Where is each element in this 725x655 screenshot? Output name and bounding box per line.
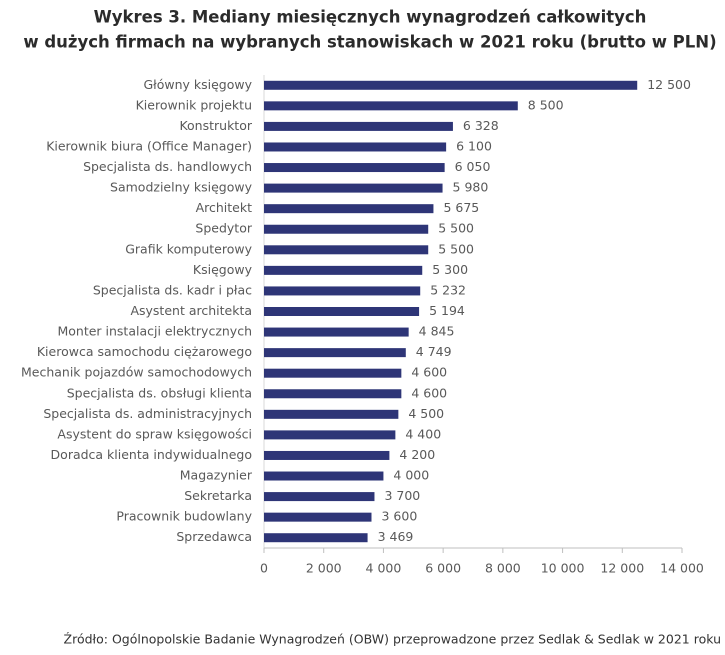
value-label: 5 675 xyxy=(443,200,479,215)
value-label: 12 500 xyxy=(647,77,691,92)
value-label: 6 328 xyxy=(463,118,499,133)
y-tick-label: Księgowy xyxy=(193,262,253,277)
y-tick-label: Doradca klienta indywidualnego xyxy=(51,447,252,462)
bar xyxy=(264,307,420,316)
bar xyxy=(264,327,409,337)
x-tick-label: 6 000 xyxy=(425,561,461,576)
bar xyxy=(264,471,384,481)
value-label: 4 749 xyxy=(416,344,452,359)
value-label: 3 469 xyxy=(378,529,414,544)
y-tick-label: Magazynier xyxy=(180,468,253,483)
bar xyxy=(264,286,421,296)
y-tick-label: Architekt xyxy=(196,200,253,215)
bar xyxy=(264,245,429,255)
value-label: 4 600 xyxy=(411,385,447,400)
y-tick-label: Specjalista ds. kadr i płac xyxy=(93,282,252,297)
bar xyxy=(264,183,443,193)
value-label: 4 400 xyxy=(405,426,441,441)
bar xyxy=(264,121,453,131)
bar xyxy=(264,348,406,358)
bar xyxy=(264,450,390,460)
y-tick-label: Pracownik budowlany xyxy=(116,509,252,524)
value-label: 3 600 xyxy=(381,509,417,524)
x-tick-label: 2 000 xyxy=(306,561,342,576)
y-tick-label: Sekretarka xyxy=(184,488,252,503)
bar xyxy=(264,512,372,522)
y-tick-label: Kierownik projektu xyxy=(136,97,252,112)
bar xyxy=(264,101,518,111)
y-tick-label: Specjalista ds. obsługi klienta xyxy=(67,385,252,400)
value-label: 5 500 xyxy=(438,221,474,236)
y-tick-label: Kierownik biura (Office Manager) xyxy=(46,138,252,153)
chart-title: Wykres 3. Mediany miesięcznych wynagrodz… xyxy=(94,8,647,27)
y-tick-label: Grafik komputerowy xyxy=(125,241,252,256)
x-tick-label: 14 000 xyxy=(660,561,704,576)
bar xyxy=(264,430,396,440)
value-label: 5 300 xyxy=(432,262,468,277)
value-label: 5 194 xyxy=(429,303,465,318)
value-label: 4 200 xyxy=(399,447,435,462)
bar xyxy=(264,389,402,399)
bar xyxy=(264,142,447,152)
value-label: 4 000 xyxy=(393,468,429,483)
y-tick-label: Samodzielny księgowy xyxy=(110,180,253,195)
bar xyxy=(264,204,434,214)
bar xyxy=(264,163,445,173)
y-tick-label: Monter instalacji elektrycznych xyxy=(57,324,252,339)
y-tick-label: Specjalista ds. handlowych xyxy=(83,159,252,174)
bar xyxy=(264,409,399,419)
x-tick-label: 0 xyxy=(260,561,268,576)
chart-title: w dużych firmach na wybranych stanowiska… xyxy=(23,33,716,52)
bar xyxy=(264,80,638,90)
bar xyxy=(264,265,423,275)
value-label: 4 600 xyxy=(411,365,447,380)
bar xyxy=(264,533,368,543)
y-tick-label: Konstruktor xyxy=(179,118,252,133)
value-label: 8 500 xyxy=(528,97,564,112)
bar xyxy=(264,368,402,378)
x-tick-label: 8 000 xyxy=(485,561,521,576)
x-tick-label: 10 000 xyxy=(541,561,585,576)
y-tick-label: Mechanik pojazdów samochodowych xyxy=(21,365,252,380)
value-label: 4 845 xyxy=(419,324,455,339)
bar xyxy=(264,224,429,234)
bar xyxy=(264,492,375,502)
y-tick-label: Specjalista ds. administracyjnych xyxy=(43,406,252,421)
x-tick-label: 12 000 xyxy=(600,561,644,576)
y-tick-label: Asystent architekta xyxy=(130,303,252,318)
value-label: 3 700 xyxy=(384,488,420,503)
x-tick-label: 4 000 xyxy=(366,561,402,576)
y-tick-label: Spedytor xyxy=(195,221,252,236)
source-note: Źródło: Ogólnopolskie Badanie Wynagrodze… xyxy=(64,632,721,647)
value-label: 5 232 xyxy=(430,282,466,297)
value-label: 4 500 xyxy=(408,406,444,421)
y-tick-label: Kierowca samochodu ciężarowego xyxy=(37,344,252,359)
y-tick-label: Sprzedawca xyxy=(176,529,252,544)
value-label: 6 050 xyxy=(455,159,491,174)
value-label: 6 100 xyxy=(456,138,492,153)
value-label: 5 500 xyxy=(438,241,474,256)
value-label: 5 980 xyxy=(453,180,489,195)
y-tick-label: Asystent do spraw księgowości xyxy=(57,426,252,441)
y-tick-label: Główny księgowy xyxy=(143,77,252,92)
